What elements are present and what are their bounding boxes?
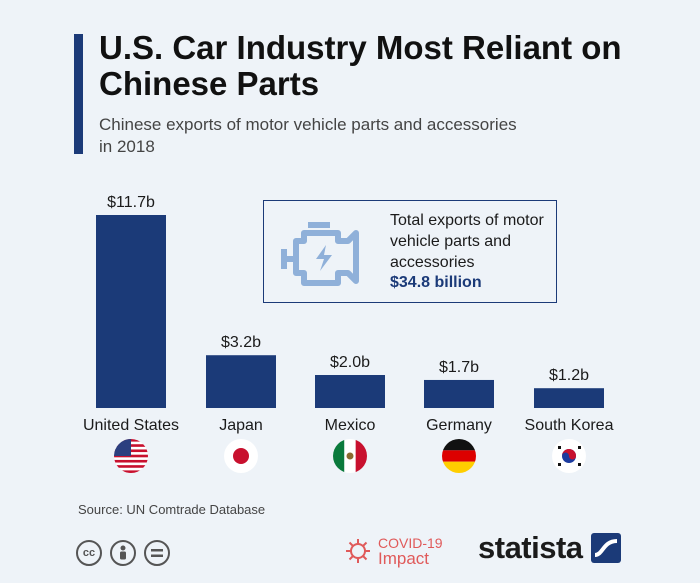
license-icons: cc: [76, 540, 170, 566]
brand-mark-icon: [590, 533, 621, 563]
info-box-value: $34.8 billion: [390, 274, 482, 291]
by-icon[interactable]: [110, 540, 136, 566]
mexico-flag-icon: [333, 439, 367, 473]
japan-flag-icon: [224, 439, 258, 473]
info-box-text: Total exports of motor vehicle parts and…: [390, 212, 544, 271]
brand-name: statista: [478, 530, 583, 565]
statista-logo[interactable]: statista: [478, 530, 621, 566]
bar-4: [534, 388, 604, 408]
value-label-3: $1.7b: [439, 359, 479, 376]
bar-chart: $11.7b United States $3.2b Japan $2.0b Mexico…: [83, 194, 614, 473]
category-label-3: Germany: [426, 417, 492, 434]
value-label-2: $2.0b: [330, 354, 370, 371]
cc-icon[interactable]: cc: [76, 540, 102, 566]
virus-icon: [346, 539, 370, 563]
nd-icon[interactable]: [144, 540, 170, 566]
title-accent-bar: [74, 34, 83, 154]
category-label-0: United States: [83, 417, 179, 434]
source-note: Source: UN Comtrade Database: [78, 502, 266, 517]
impact-label: Impact: [378, 549, 430, 568]
value-label-0: $11.7b: [107, 194, 155, 211]
category-label-2: Mexico: [325, 417, 376, 434]
bar-2: [315, 375, 385, 408]
covid-label: COVID-19: [378, 535, 443, 551]
value-label-4: $1.2b: [549, 367, 589, 384]
bar-3: [424, 379, 494, 408]
chart-subtitle: Chinese exports of motor vehicle parts a…: [99, 115, 517, 156]
covid-impact-badge: COVID-19 Impact: [344, 535, 443, 568]
value-label-1: $3.2b: [221, 334, 261, 351]
total-exports-box: Total exports of motor vehicle parts and…: [263, 200, 557, 303]
engine-icon: [281, 222, 359, 286]
category-label-1: Japan: [219, 417, 263, 434]
bar-1: [206, 355, 276, 408]
germany-flag-icon: [442, 439, 476, 473]
bar-0: [96, 215, 166, 408]
us-flag-icon: [114, 439, 148, 473]
category-label-4: South Korea: [525, 417, 614, 434]
chart-title: U.S. Car Industry Most Reliant on Chines…: [99, 29, 622, 102]
south-korea-flag-icon: [552, 439, 586, 473]
